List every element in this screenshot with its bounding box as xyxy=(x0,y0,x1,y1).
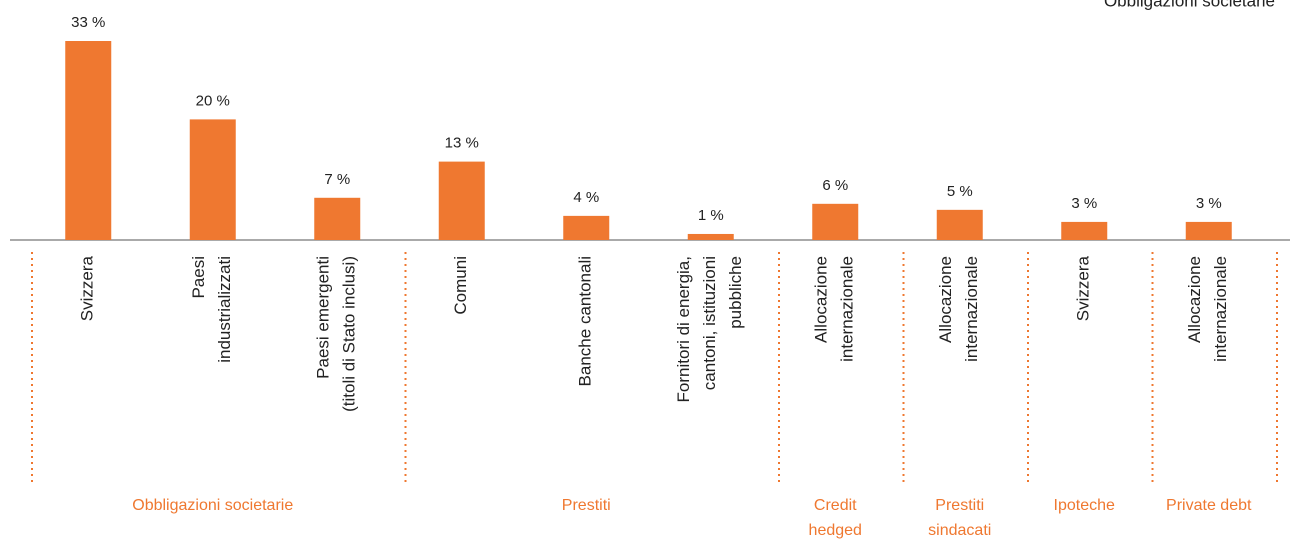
annotation: Obbligazioni societarie xyxy=(1104,0,1275,10)
group-label: Private debt xyxy=(1166,497,1252,514)
group-label: hedged xyxy=(809,522,862,539)
value-label: 4 % xyxy=(573,189,599,206)
category-label: Paesi xyxy=(189,256,208,299)
bar xyxy=(189,119,236,240)
value-label: 5 % xyxy=(947,183,973,200)
category-label: internazionale xyxy=(962,256,981,362)
bar xyxy=(812,203,859,240)
category-label: Paesi emergenti xyxy=(314,256,333,379)
category-label: Svizzera xyxy=(1074,255,1093,321)
category-label: Allocazione xyxy=(1185,256,1204,343)
bar xyxy=(563,215,610,240)
bar xyxy=(65,41,112,240)
bar xyxy=(314,197,361,240)
value-label: 20 % xyxy=(196,92,230,109)
category-label: Banche cantonali xyxy=(576,256,595,386)
bar xyxy=(1061,221,1108,240)
category-label: pubbliche xyxy=(726,256,745,329)
value-label: 3 % xyxy=(1196,195,1222,212)
category-label: Comuni xyxy=(451,256,470,315)
category-label: internazionale xyxy=(838,256,857,362)
value-label: 3 % xyxy=(1071,195,1097,212)
category-label: Allocazione xyxy=(812,256,831,343)
category-label: (titoli di Stato inclusi) xyxy=(340,256,359,412)
category-label: Allocazione xyxy=(936,256,955,343)
value-label: 33 % xyxy=(71,14,105,31)
group-label: Ipoteche xyxy=(1054,497,1115,514)
bar xyxy=(687,233,734,240)
value-label: 6 % xyxy=(822,177,848,194)
bar xyxy=(438,161,485,240)
category-label: Svizzera xyxy=(78,255,97,321)
category-label: Fornitori di energia, xyxy=(674,256,693,402)
group-label: Credit xyxy=(814,497,857,514)
bar xyxy=(1185,221,1232,240)
group-label: Prestiti xyxy=(562,497,611,514)
bar xyxy=(936,209,983,240)
category-label: internazionale xyxy=(1211,256,1230,362)
value-label: 1 % xyxy=(698,207,724,224)
group-label: Obbligazioni societarie xyxy=(132,497,293,514)
category-label: cantoni, istituzioni xyxy=(700,256,719,390)
group-label: Prestiti xyxy=(935,497,984,514)
category-label: industrializzati xyxy=(215,256,234,363)
value-label: 7 % xyxy=(324,171,350,188)
group-label: sindacati xyxy=(928,522,991,539)
value-label: 13 % xyxy=(445,135,479,152)
